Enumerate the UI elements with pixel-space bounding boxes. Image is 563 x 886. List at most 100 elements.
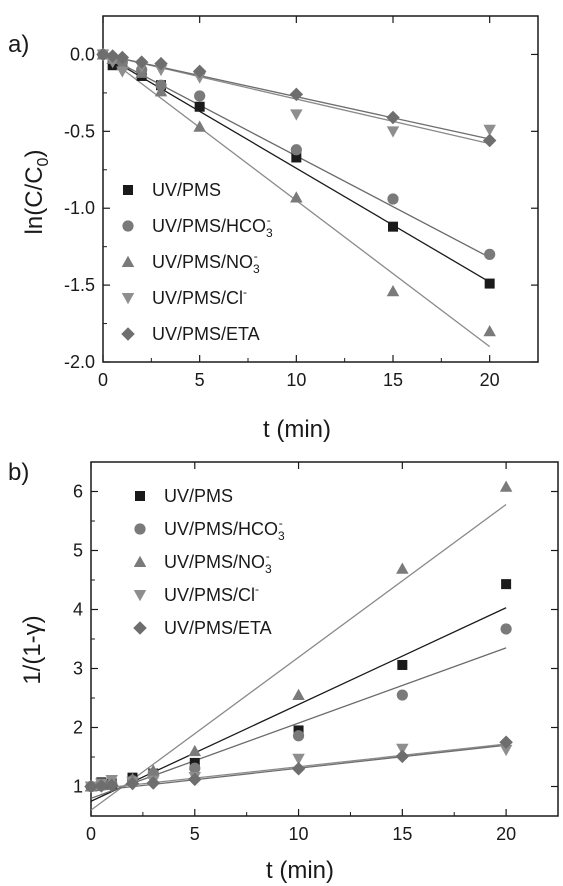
panel-b-y-axis-title: 1/(1-γ) [19,615,46,684]
panel-a-legend: UV/PMS UV/PMS/HCO3- UV/PMS/NO3- UV/PMS/Cl- U… [121,180,273,344]
data-point [192,64,207,79]
panel-b-x-axis-title: t (min) [266,857,334,884]
data-point [483,324,496,337]
y-tick-label: 2 [73,718,83,738]
panel-a-y-axis-title-main: ln(C/C [21,166,48,234]
data-point [289,87,304,102]
data-point [194,101,205,112]
x-tick-label: 5 [195,370,205,390]
fit-line [90,607,507,802]
data-point [292,730,305,742]
panel-b-y-ticks: 1 2 3 4 5 6 [73,482,558,797]
legend-marker [133,621,147,635]
data-point [194,90,206,102]
panel-b-legend: UV/PMS UV/PMS/HCO3- UV/PMS/NO3- UV/PMS/Cl- U… [133,486,285,638]
panel-a-plot-frame [102,15,539,363]
data-point [291,762,306,776]
panel-a-y-axis-title-end: ) [21,150,48,158]
x-tick-label: 20 [496,824,516,844]
x-tick-label: 20 [480,370,500,390]
data-point [154,56,168,71]
y-tick-label: 4 [73,600,83,620]
panel-b-x-ticks: 0 5 10 15 20 [86,462,516,844]
data-point [397,659,408,670]
legend-marker [122,220,134,232]
y-tick-label: 0.0 [70,44,95,64]
panel-a-y-axis-title-sub: 0 [35,157,52,166]
data-point [154,85,168,97]
fit-line [90,647,507,799]
legend-marker [121,255,135,267]
panel-a-x-ticks: 0 5 10 15 20 [98,16,500,390]
y-tick-label: -0.5 [64,121,95,141]
data-point [105,49,120,63]
data-point [386,126,400,138]
data-point [134,55,149,69]
x-tick-label: 10 [289,824,309,844]
data-point [193,120,206,132]
x-tick-label: 15 [392,824,412,844]
data-point [292,688,305,701]
legend-entry-text: UV/PMS/ETA [164,618,272,638]
legend-entry-text: UV/PMS [152,180,221,200]
data-point [484,248,496,260]
data-point [147,764,160,776]
data-point [386,110,400,125]
legend-marker [135,491,145,501]
fit-line [102,53,490,283]
data-point [396,562,409,574]
x-tick-label: 10 [286,370,306,390]
y-tick-label: -1.0 [64,198,95,218]
y-tick-label: -2.0 [64,352,95,372]
legend-marker [133,555,147,567]
x-tick-label: 0 [86,824,96,844]
data-point [388,221,398,232]
legend-entry-text: UV/PMS/HCO3- [152,213,273,240]
data-point [396,689,408,701]
legend-marker [121,293,135,305]
data-point [116,66,129,78]
data-point [188,772,202,787]
data-point [499,735,513,749]
legend-entry-text: UV/PMS [164,486,233,506]
data-point [290,109,303,121]
y-tick-label: -1.5 [64,275,95,295]
y-tick-label: 1 [73,777,83,797]
data-point [193,72,206,84]
legend-marker [121,327,135,341]
panel-b-data-points [84,480,513,794]
panel-b: b) 0 5 10 15 20 1 2 3 4 5 6 t (min) 1/(1-γ) UV/PM… [8,459,559,884]
data-point [115,50,130,65]
panel-a-y-ticks: 0.0 -0.5 -1.0 -1.5 -2.0 [64,44,538,372]
data-point [482,133,497,148]
data-point [290,144,302,156]
legend-entry-text: UV/PMS/NO3- [152,249,260,276]
data-point [96,47,110,62]
data-point [396,743,409,755]
panel-a-data-points [96,47,497,337]
legend-marker [134,523,146,535]
data-point [499,480,513,492]
y-tick-label: 3 [73,659,83,679]
legend-entry-text: UV/PMS/NO3- [164,549,272,576]
y-tick-label: 6 [73,482,83,502]
legend-entry-text: UV/PMS/HCO3- [164,516,285,543]
panel-b-plot-frame [90,461,559,817]
data-point [189,762,201,774]
panel-a-x-axis-title: t (min) [263,416,331,443]
data-point [387,193,399,205]
x-tick-label: 15 [383,370,403,390]
legend-entry-text: UV/PMS/ETA [152,324,260,344]
panel-a-y-axis-title: ln(C/C0) [21,150,52,235]
data-point [484,278,495,289]
data-point [125,776,140,791]
panel-a-label: a) [8,31,29,58]
data-point [188,744,202,757]
x-tick-label: 0 [98,370,108,390]
data-point [154,64,168,77]
data-point [483,124,496,137]
data-point [395,749,410,764]
data-point [500,623,512,635]
legend-marker [123,185,133,195]
